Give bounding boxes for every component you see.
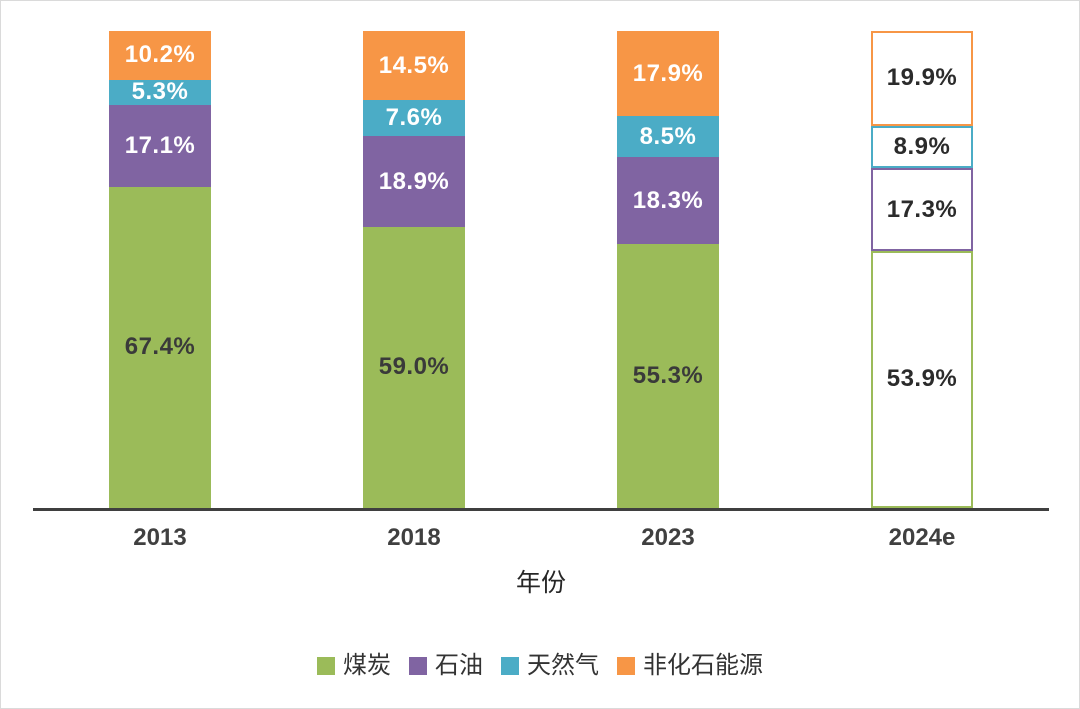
bar-segment: 53.9% <box>871 250 973 508</box>
data-label: 8.5% <box>639 122 697 150</box>
bar-segment: 5.3% <box>109 78 211 106</box>
bar-segment: 17.9% <box>617 31 719 117</box>
data-label: 17.1% <box>124 131 196 159</box>
legend-item: 非化石能源 <box>617 652 763 680</box>
legend-swatch-icon <box>409 657 427 675</box>
legend-label: 非化石能源 <box>643 652 763 679</box>
x-tick-label: 2018 <box>387 524 441 551</box>
stacked-bar-2018: 59.0% 18.9% 7.6% 14.5% <box>363 31 465 508</box>
bar-segment: 14.5% <box>363 31 465 101</box>
data-label: 8.9% <box>893 133 951 161</box>
bar-segment: 10.2% <box>109 31 211 80</box>
legend: 煤炭 石油 天然气 非化石能源 <box>1 650 1079 682</box>
data-label: 59.0% <box>378 353 450 381</box>
data-label: 14.5% <box>378 51 450 79</box>
stacked-bar-2013: 67.4% 17.1% 5.3% 10.2% <box>109 31 211 508</box>
data-label: 53.9% <box>886 365 958 393</box>
data-label: 17.3% <box>886 195 958 223</box>
bar-segment: 55.3% <box>617 244 719 508</box>
bar-segment: 8.5% <box>617 116 719 157</box>
legend-label: 煤炭 <box>343 652 391 679</box>
legend-item: 天然气 <box>501 652 599 680</box>
legend-swatch-icon <box>317 657 335 675</box>
legend-swatch-icon <box>501 657 519 675</box>
bar-segment: 18.3% <box>617 156 719 245</box>
x-axis-line <box>33 508 1049 511</box>
bar-segment: 17.1% <box>109 104 211 187</box>
x-axis-title: 年份 <box>515 569 566 597</box>
bar-segment: 18.9% <box>363 136 465 227</box>
bar-segment: 17.3% <box>871 168 973 251</box>
bar-segment: 67.4% <box>109 186 211 508</box>
legend-label: 石油 <box>435 652 483 679</box>
bar-segment: 8.9% <box>871 125 973 169</box>
data-label: 5.3% <box>131 78 189 106</box>
stacked-bar-2023: 55.3% 18.3% 8.5% 17.9% <box>617 31 719 508</box>
data-label: 55.3% <box>632 362 704 390</box>
data-label: 67.4% <box>124 333 196 361</box>
bar-segment: 19.9% <box>871 31 973 126</box>
x-tick-label: 2024e <box>888 524 956 551</box>
data-label: 18.9% <box>378 167 450 195</box>
legend-item: 石油 <box>409 652 483 680</box>
x-tick-label: 2013 <box>133 524 187 551</box>
x-tick-label: 2023 <box>641 524 695 551</box>
legend-swatch-icon <box>617 657 635 675</box>
bar-segment: 7.6% <box>363 100 465 137</box>
data-label: 7.6% <box>385 104 443 132</box>
legend-item: 煤炭 <box>317 652 391 680</box>
legend-label: 天然气 <box>527 652 599 679</box>
data-label: 17.9% <box>632 59 704 87</box>
data-label: 10.2% <box>124 41 196 69</box>
stacked-bar-2024e: 53.9% 17.3% 8.9% 19.9% <box>871 31 973 508</box>
bar-segment: 59.0% <box>363 226 465 508</box>
data-label: 18.3% <box>632 186 704 214</box>
data-label: 19.9% <box>886 64 958 92</box>
